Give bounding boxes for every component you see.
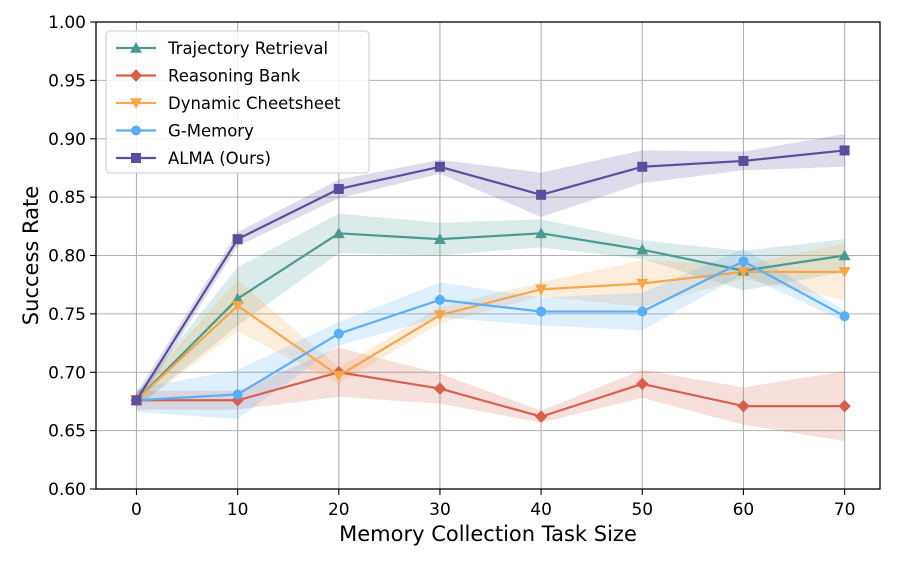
data-point [637, 161, 648, 172]
y-tick-label: 0.95 [48, 71, 86, 91]
legend-label: Trajectory Retrieval [167, 39, 328, 58]
x-tick-label: 20 [328, 500, 350, 520]
y-tick-label: 1.00 [48, 13, 86, 33]
legend-marker [129, 69, 143, 82]
series-line [135, 232, 845, 402]
y-tick-label: 0.65 [48, 422, 86, 442]
data-point [838, 267, 851, 278]
x-tick-label: 0 [131, 500, 142, 520]
y-axis-label: Success Rate [19, 186, 43, 325]
data-point [534, 410, 548, 423]
series-line [136, 260, 846, 402]
legend-label: Dynamic Cheetsheet [168, 94, 341, 113]
y-tick-label: 0.70 [48, 363, 86, 383]
data-point [737, 399, 750, 413]
data-point [232, 234, 243, 245]
legend-marker [130, 98, 142, 109]
data-point [738, 256, 749, 267]
data-point [231, 300, 244, 312]
x-axis-ticks: 0 10 20 30 40 50 60 70 [131, 489, 855, 520]
data-point [231, 292, 244, 304]
data-point [433, 382, 447, 395]
y-tick-label: 0.85 [48, 188, 86, 208]
legend-label: G-Memory [168, 122, 254, 141]
data-point [637, 306, 648, 317]
data-point [232, 389, 243, 400]
data-point [636, 278, 649, 290]
x-tick-label: 10 [227, 500, 249, 520]
confidence-band [136, 213, 845, 408]
confidence-band [136, 248, 845, 419]
data-point [535, 284, 548, 296]
series-markers [130, 145, 851, 423]
y-tick-label: 0.80 [48, 247, 86, 267]
series-line [135, 270, 845, 402]
series-line [136, 371, 845, 418]
data-point [636, 377, 649, 391]
data-point [839, 145, 850, 156]
legend-marker [130, 42, 142, 53]
data-point [536, 189, 547, 200]
series-lines [135, 149, 846, 418]
x-axis-label: Memory Collection Task Size [339, 522, 637, 546]
x-tick-label: 60 [733, 500, 755, 520]
data-point [738, 155, 749, 166]
data-point [535, 227, 548, 239]
legend-label: ALMA (Ours) [168, 149, 271, 168]
data-point [838, 399, 851, 413]
data-point [332, 227, 345, 239]
y-tick-label: 0.60 [48, 480, 86, 500]
y-tick-label: 0.75 [48, 305, 86, 325]
confidence-band [136, 243, 845, 408]
y-axis-ticks: 0.60 0.65 0.70 0.75 0.80 0.85 0.90 0.95 1.00 [48, 13, 96, 500]
legend: Trajectory Retrieval Reasoning Bank Dynami… [105, 30, 370, 174]
legend-label: Reasoning Bank [168, 67, 301, 86]
data-point [332, 370, 345, 382]
data-point [737, 267, 750, 278]
data-point [433, 310, 446, 322]
x-tick-label: 50 [631, 500, 653, 520]
data-point [434, 161, 445, 172]
y-tick-label: 0.90 [48, 130, 86, 150]
series-line [135, 149, 845, 401]
data-point [333, 183, 344, 194]
x-tick-label: 40 [530, 500, 552, 520]
data-point [838, 249, 851, 261]
data-point [434, 294, 445, 305]
x-tick-label: 70 [834, 500, 856, 520]
legend-marker [131, 125, 141, 136]
data-point [433, 233, 446, 244]
data-point [839, 311, 850, 322]
confidence-band [136, 347, 845, 442]
legend-box [105, 30, 370, 174]
data-point [536, 306, 547, 317]
x-tick-label: 30 [429, 500, 451, 520]
data-point [131, 395, 142, 406]
legend-marker [131, 153, 141, 163]
data-point [636, 243, 649, 255]
data-point [333, 328, 344, 339]
